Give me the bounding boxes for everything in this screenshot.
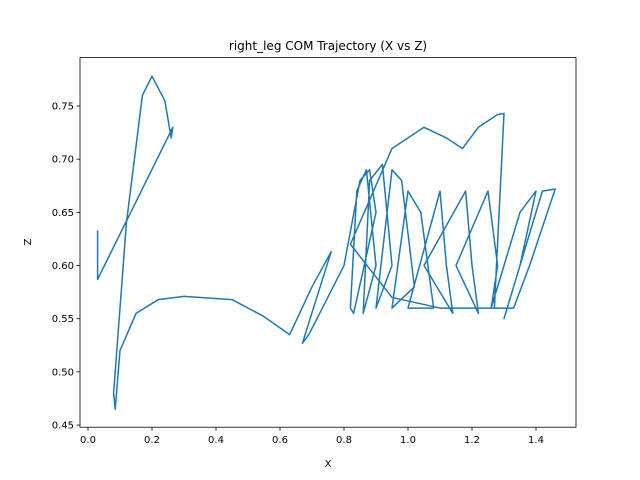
plot-frame bbox=[79, 57, 577, 428]
x-tick-label: 1.0 bbox=[400, 435, 416, 446]
x-tick-label: 0.8 bbox=[336, 435, 352, 446]
y-tick-label: 0.65 bbox=[52, 208, 74, 219]
x-tick-label: 0.6 bbox=[272, 435, 288, 446]
x-tick-label: 1.2 bbox=[464, 435, 480, 446]
x-tick-label: 1.4 bbox=[528, 435, 544, 446]
y-tick-label: 0.70 bbox=[52, 155, 74, 166]
y-tick-label: 0.75 bbox=[52, 101, 74, 112]
y-tick-label: 0.50 bbox=[52, 367, 74, 378]
chart-title: right_leg COM Trajectory (X vs Z) bbox=[229, 39, 427, 53]
x-tick-label: 0.4 bbox=[208, 435, 224, 446]
y-axis-label: Z bbox=[23, 238, 34, 245]
line-series bbox=[96, 75, 556, 410]
y-tick-label: 0.60 bbox=[52, 261, 74, 272]
x-tick-label: 0.2 bbox=[144, 435, 160, 446]
x-tick-label: 0.0 bbox=[80, 435, 96, 446]
y-tick-label: 0.55 bbox=[52, 314, 74, 325]
x-axis-label: X bbox=[325, 459, 332, 470]
y-tick-label: 0.45 bbox=[52, 421, 74, 432]
